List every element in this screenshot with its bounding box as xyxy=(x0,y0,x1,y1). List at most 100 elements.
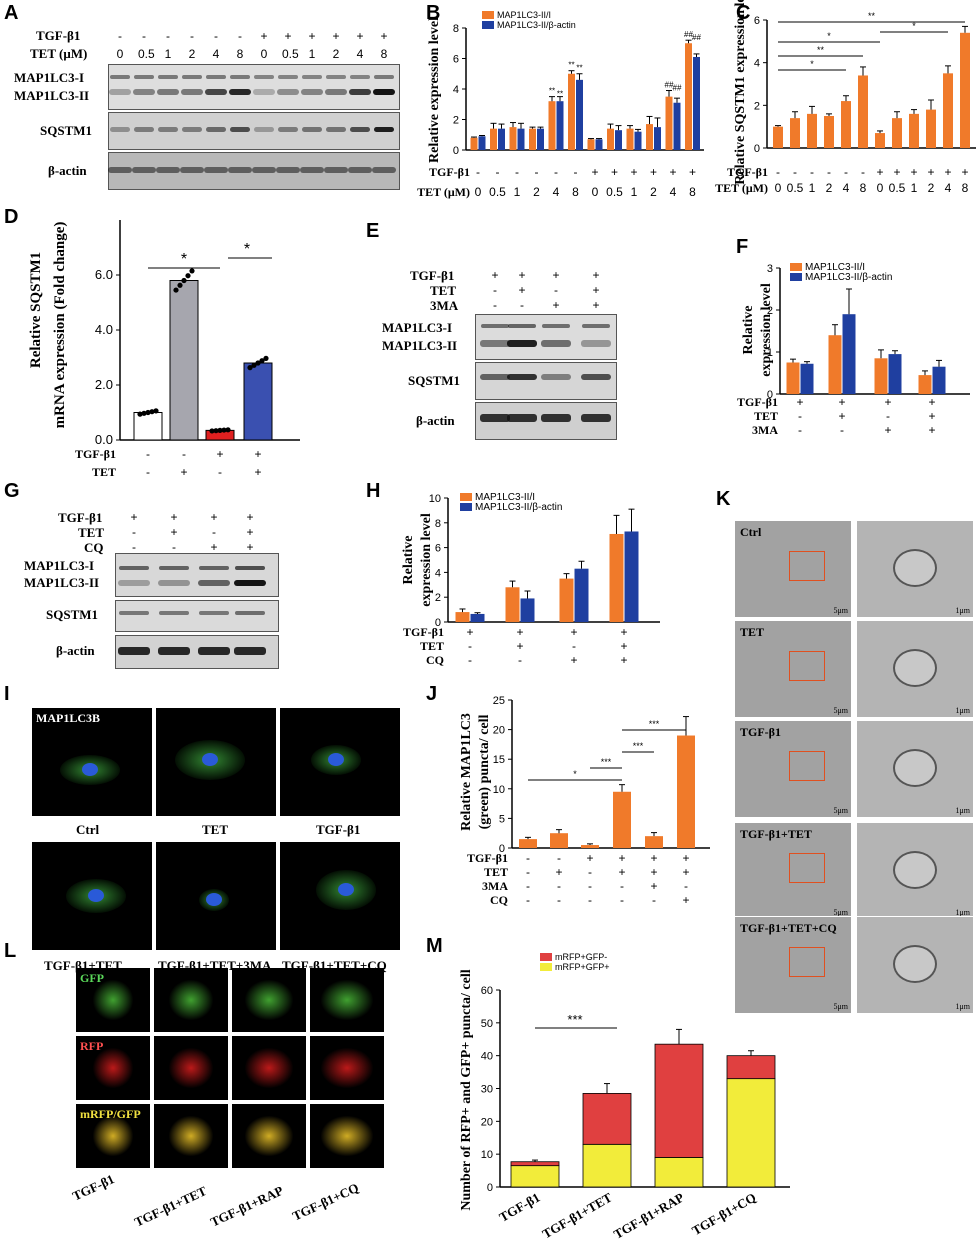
y-tick-label: 8 xyxy=(453,23,459,35)
bar xyxy=(909,113,919,148)
treatment-sign: + xyxy=(876,165,883,179)
blot-band xyxy=(159,566,189,570)
e-blot-label-lc3ii: MAP1LC3-II xyxy=(382,338,458,353)
y-axis-label: Relative SQSTM1 expression level xyxy=(733,0,748,185)
treatment-sign: - xyxy=(793,165,797,179)
treatment-sign: + xyxy=(650,851,657,865)
y-tick-label: 2.0 xyxy=(95,377,113,392)
treatment-sign: + xyxy=(518,283,526,297)
g-blot-label-lc3ii: MAP1LC3-II xyxy=(24,575,100,590)
blot-band xyxy=(158,580,190,586)
significance-mark: * xyxy=(573,769,577,779)
blot-band xyxy=(325,89,347,95)
bar xyxy=(624,531,639,622)
legend-swatch xyxy=(540,953,552,961)
y-axis-label: Number of RFP+ and GFP+ puncta/ cell xyxy=(459,969,474,1210)
treatment-sign: - xyxy=(572,639,576,653)
bar xyxy=(858,75,868,148)
treatment-sign: + xyxy=(838,395,845,409)
legend-entry: MAP1LC3-II/I xyxy=(805,262,865,273)
treatment-sign: + xyxy=(356,29,364,43)
blot-band xyxy=(350,75,370,79)
treatment-sign: + xyxy=(170,525,178,539)
treatment-sign: + xyxy=(592,298,600,312)
y-tick-label: 10 xyxy=(429,493,441,505)
treatment-sign: + xyxy=(180,465,187,479)
bar xyxy=(556,101,564,150)
blot-band xyxy=(300,167,324,173)
blot-band xyxy=(480,374,510,380)
significance-mark: ** xyxy=(868,11,876,21)
legend-entry: mRFP+GFP- xyxy=(555,952,607,962)
k-scale-right: 1μm xyxy=(955,908,970,917)
treatment-sign: - xyxy=(810,165,814,179)
panel-letter-h: H xyxy=(366,480,381,502)
treatment-label: TGF-β1 xyxy=(75,447,116,461)
treatment-sign: 0 xyxy=(475,185,482,199)
treatment-sign: + xyxy=(466,625,473,639)
bar xyxy=(595,139,603,150)
treatment-sign: - xyxy=(554,283,558,297)
treatment-sign: 0.5 xyxy=(606,185,623,199)
blot-band xyxy=(235,566,265,570)
treatment-sign: 0.5 xyxy=(889,181,906,195)
treatment-sign: + xyxy=(308,29,316,43)
legend-swatch xyxy=(790,273,802,281)
bar xyxy=(932,366,946,394)
k-scale-right: 1μm xyxy=(955,1002,970,1011)
blot-band xyxy=(301,89,323,95)
bar xyxy=(517,128,525,150)
panel-letter-f: F xyxy=(736,236,749,258)
treatment-sign: + xyxy=(944,165,951,179)
treatment-sign: - xyxy=(166,29,170,43)
treatment-label: 3MA xyxy=(482,879,508,893)
legend-swatch xyxy=(482,11,494,19)
y-tick-label: 8 xyxy=(435,518,441,530)
k-tem-label: TET xyxy=(740,625,765,639)
significance-mark: * xyxy=(827,31,831,41)
data-point xyxy=(225,427,231,433)
bar xyxy=(943,73,953,148)
cell-signal xyxy=(245,1048,293,1088)
cell-signal xyxy=(321,1116,373,1156)
data-point xyxy=(251,362,257,368)
k-tem-image: TGF-β1+TET 5μm xyxy=(734,822,852,920)
blot-band xyxy=(206,75,226,79)
bar xyxy=(824,116,834,148)
g-blot-label-actin: β-actin xyxy=(56,643,95,658)
blot-band xyxy=(198,647,230,655)
blot-band xyxy=(204,167,228,173)
treatment-sign: 2 xyxy=(332,47,340,61)
legend-entry: MAP1LC3-II/β-actin xyxy=(805,272,892,283)
y-axis-label: expression level xyxy=(419,513,434,607)
significance-mark: ## xyxy=(665,81,674,90)
data-point xyxy=(173,287,179,293)
bar xyxy=(529,128,536,150)
y-tick-label: 2 xyxy=(754,100,760,112)
treatment-sign: + xyxy=(246,525,254,539)
bar xyxy=(800,363,814,394)
g-blot-sqstm1 xyxy=(115,600,279,632)
blot-band xyxy=(372,167,396,173)
significance-mark: ** xyxy=(557,90,563,99)
significance-mark: ## xyxy=(692,33,701,42)
blot-band xyxy=(229,89,251,95)
bar xyxy=(498,128,505,150)
y-tick-label: 4 xyxy=(435,567,441,579)
k-autophagosome xyxy=(893,549,937,587)
g-blot-label-sqstm1: SQSTM1 xyxy=(46,607,99,622)
blot-band xyxy=(157,89,179,95)
bar xyxy=(587,139,595,150)
cell-signal xyxy=(169,1116,213,1156)
treatment-sign: 2 xyxy=(650,185,657,199)
treatment-sign: 2 xyxy=(928,181,935,195)
a-row-tet: TET (μM) xyxy=(30,46,88,61)
l-row-rfp: RFP xyxy=(80,1039,104,1053)
bar xyxy=(685,43,692,150)
treatment-sign: 0 xyxy=(877,181,884,195)
blot-band xyxy=(235,611,265,615)
treatment-sign: - xyxy=(844,165,848,179)
treatment-sign: 8 xyxy=(380,47,388,61)
blot-band xyxy=(254,75,274,79)
blot-band xyxy=(278,127,298,132)
